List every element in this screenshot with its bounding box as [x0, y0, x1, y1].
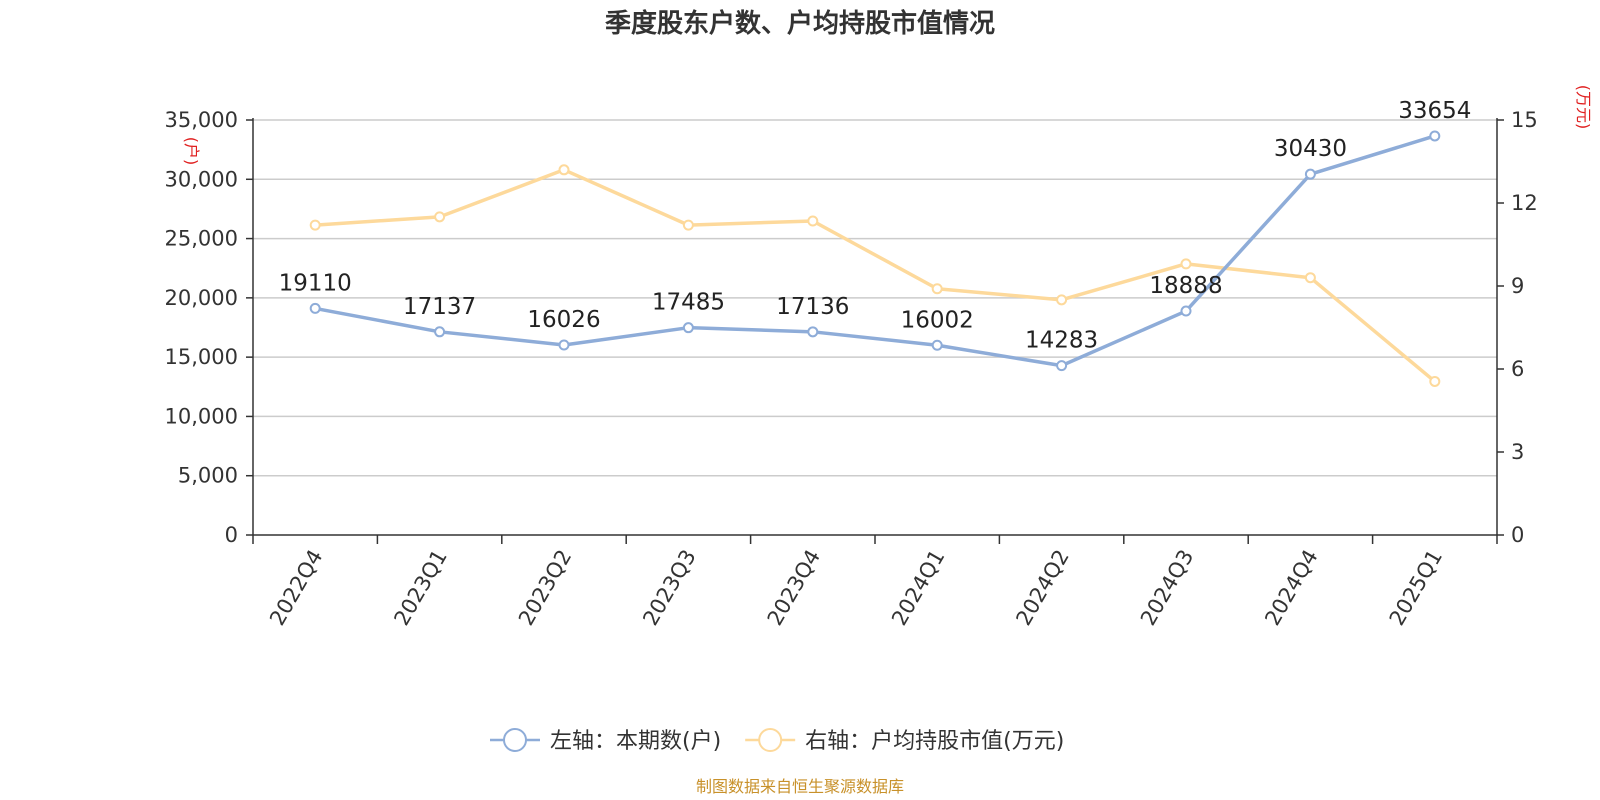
x-tick-label: 2023Q4	[763, 546, 825, 630]
left-tick-label: 30,000	[165, 167, 238, 191]
data-point-right	[1056, 294, 1068, 306]
data-label: 14283	[1025, 328, 1098, 354]
right-tick-label: 9	[1511, 274, 1524, 298]
left-axis-unit: (户)	[182, 137, 201, 166]
data-point-right	[558, 164, 570, 176]
legend-label: 右轴：户均持股市值(万元)	[805, 729, 1064, 754]
legend-label: 左轴：本期数(户)	[550, 729, 721, 754]
data-point-left	[309, 302, 321, 314]
data-label: 16002	[901, 307, 974, 333]
data-point-right	[807, 215, 819, 227]
data-label: 30430	[1274, 136, 1347, 162]
data-label: 17137	[403, 294, 476, 320]
grid-lines	[253, 119, 1497, 477]
source-note: 制图数据来自恒生聚源数据库	[696, 777, 904, 796]
data-point-left	[682, 322, 694, 334]
data-point-right	[309, 219, 321, 231]
data-label: 18888	[1149, 273, 1222, 299]
x-tick-label: 2023Q1	[389, 546, 451, 630]
data-point-right	[1429, 375, 1441, 387]
x-tick-label: 2024Q1	[887, 546, 949, 630]
series-line-left	[314, 134, 1436, 368]
left-tick-label: 35,000	[165, 108, 238, 132]
data-label: 33654	[1398, 98, 1471, 124]
data-point-right	[931, 283, 943, 295]
data-label: 19110	[279, 270, 352, 296]
data-point-left	[1429, 130, 1441, 142]
right-tick-label: 3	[1511, 440, 1524, 464]
data-point-left	[1304, 168, 1316, 180]
data-point-left	[807, 326, 819, 338]
left-tick-label: 15,000	[165, 345, 238, 369]
data-point-left	[931, 339, 943, 351]
left-tick-label: 25,000	[165, 227, 238, 251]
legend: 左轴：本期数(户) 右轴：户均持股市值(万元)	[490, 728, 1064, 754]
left-tick-label: 5,000	[178, 464, 238, 488]
chart-title: 季度股东户数、户均持股市值情况	[605, 8, 995, 39]
x-tick-label: 2024Q3	[1136, 546, 1198, 630]
data-point-left	[1056, 360, 1068, 372]
left-tick-label: 10,000	[165, 404, 238, 428]
right-tick-label: 6	[1511, 357, 1524, 381]
right-tick-label: 15	[1511, 108, 1538, 132]
data-point-right	[434, 211, 446, 223]
right-tick-label: 12	[1511, 191, 1538, 215]
right-tick-label: 0	[1511, 523, 1524, 547]
axes: 0 5,000 10,000 15,000 20,000 25,000 30,000 35,0…	[165, 108, 1538, 630]
series-line-right	[315, 168, 1436, 383]
data-point-left	[1180, 305, 1192, 317]
data-point-right	[682, 219, 694, 231]
legend-marker	[503, 728, 527, 752]
data-point-left	[558, 339, 570, 351]
data-point-right	[1304, 272, 1316, 284]
data-label: 16026	[527, 307, 600, 333]
x-tick-label: 2025Q1	[1385, 546, 1447, 630]
left-tick-label: 20,000	[165, 286, 238, 310]
x-tick-label: 2022Q4	[265, 546, 327, 630]
x-tick-label: 2023Q3	[638, 546, 700, 630]
data-point-left	[434, 326, 446, 338]
data-point-right	[1180, 258, 1192, 270]
x-tick-label: 2024Q4	[1260, 546, 1322, 630]
series-group: 19110 17137 16026 17485 17136 16002 14283 18888…	[279, 98, 1471, 387]
legend-marker	[758, 728, 783, 752]
right-axis-unit: (万元)	[1574, 85, 1593, 130]
x-tick-label: 2023Q2	[514, 546, 576, 630]
data-label: 17136	[776, 294, 849, 320]
left-tick-label: 0	[225, 523, 238, 547]
data-label: 17485	[652, 290, 725, 316]
x-tick-label: 2024Q2	[1011, 546, 1073, 630]
